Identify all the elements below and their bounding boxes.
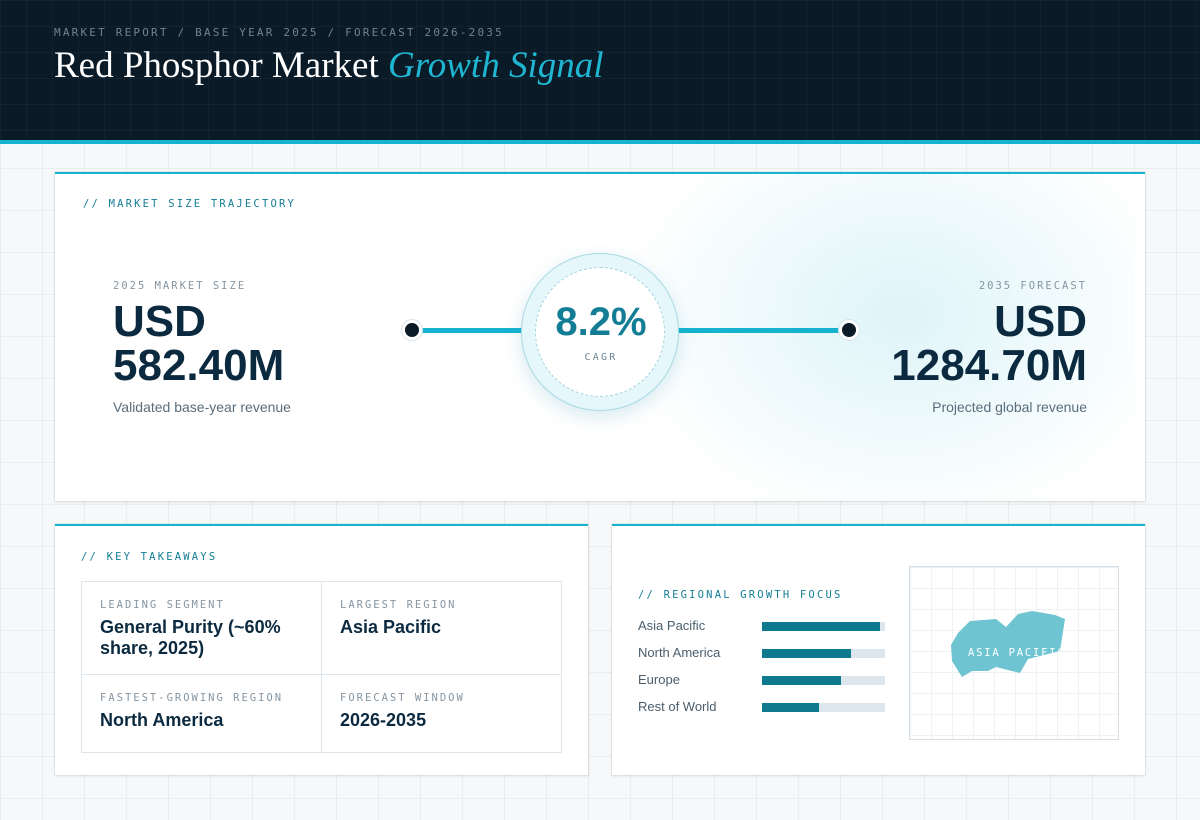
region-bar-row: Asia Pacific [638, 618, 888, 634]
start-value-caption: Validated base-year revenue [113, 399, 291, 415]
takeaway-value: 2026-2035 [340, 710, 427, 730]
takeaway-fastest-growing-region: FASTEST-GROWING REGION North America [82, 674, 322, 753]
background-glow [615, 174, 1135, 501]
takeaway-value: Asia Pacific [340, 617, 442, 637]
region-name: Europe [638, 672, 680, 687]
end-value-amount: 1284.70M [891, 341, 1087, 390]
takeaway-key: LEADING SEGMENT [100, 599, 225, 611]
page-title: Red Phosphor Market Growth Signal [54, 44, 604, 87]
end-value-currency: USD [994, 297, 1087, 346]
region-bar-fill [762, 703, 819, 712]
start-point-marker [402, 320, 422, 340]
region-name: North America [638, 645, 721, 660]
map-region-label: ASIA PACIFIC [968, 647, 1066, 659]
report-breadcrumb: MARKET REPORT / BASE YEAR 2025 / FORECAS… [54, 26, 504, 39]
regional-card-label: // REGIONAL GROWTH FOCUS [638, 589, 843, 601]
start-value-amount: 582.40M [113, 341, 285, 390]
region-bar-fill [762, 649, 851, 658]
region-bar-row: Europe [638, 672, 888, 688]
region-bar-fill [762, 622, 881, 631]
takeaway-value: North America [100, 710, 224, 730]
takeaway-forecast-window: FORECAST WINDOW 2026-2035 [321, 674, 561, 753]
market-size-trajectory-card: // MARKET SIZE TRAJECTORY 2025 MARKET SI… [55, 172, 1145, 501]
region-name: Rest of World [638, 699, 717, 714]
end-value-caption: Projected global revenue [932, 399, 1087, 415]
takeaway-key: FASTEST-GROWING REGION [100, 692, 284, 704]
region-bar-fill [762, 676, 841, 685]
end-point-marker [839, 320, 859, 340]
cagr-label: CAGR [584, 352, 618, 363]
region-bar-track [762, 622, 885, 631]
takeaways-card-label: // KEY TAKEAWAYS [81, 551, 218, 563]
title-main: Red Phosphor Market [54, 45, 379, 86]
region-bar-row: Rest of World [638, 699, 888, 715]
title-accent: Growth Signal [388, 45, 604, 86]
region-bar-track [762, 649, 885, 658]
takeaway-key: FORECAST WINDOW [340, 692, 465, 704]
takeaways-grid: LEADING SEGMENT General Purity (~60% sha… [81, 581, 562, 753]
end-market-value: USD 1284.70M [787, 300, 1087, 388]
start-kicker: 2025 MARKET SIZE [113, 280, 247, 292]
region-bar-row: North America [638, 645, 888, 661]
key-takeaways-card: // KEY TAKEAWAYS LEADING SEGMENT General… [55, 524, 588, 775]
region-bar-track [762, 703, 885, 712]
report-header: MARKET REPORT / BASE YEAR 2025 / FORECAS… [0, 0, 1200, 144]
cagr-badge: 8.2% CAGR [521, 253, 679, 411]
asia-pacific-map-shape [951, 611, 1065, 677]
takeaway-key: LARGEST REGION [340, 599, 457, 611]
cagr-value: 8.2% [555, 300, 647, 344]
regional-growth-card: // REGIONAL GROWTH FOCUS Asia Pacific No… [612, 524, 1145, 775]
start-value-currency: USD [113, 297, 206, 346]
region-map: ASIA PACIFIC [909, 566, 1119, 740]
takeaway-value: General Purity (~60% share, 2025) [100, 617, 281, 658]
trajectory-card-label: // MARKET SIZE TRAJECTORY [83, 198, 297, 210]
end-kicker: 2035 FORECAST [978, 280, 1087, 292]
region-name: Asia Pacific [638, 618, 706, 633]
takeaway-leading-segment: LEADING SEGMENT General Purity (~60% sha… [82, 582, 322, 675]
takeaway-largest-region: LARGEST REGION Asia Pacific [321, 582, 561, 675]
start-market-value: USD 582.40M [113, 300, 413, 388]
region-bar-track [762, 676, 885, 685]
cagr-inner-circle: 8.2% CAGR [535, 267, 665, 397]
